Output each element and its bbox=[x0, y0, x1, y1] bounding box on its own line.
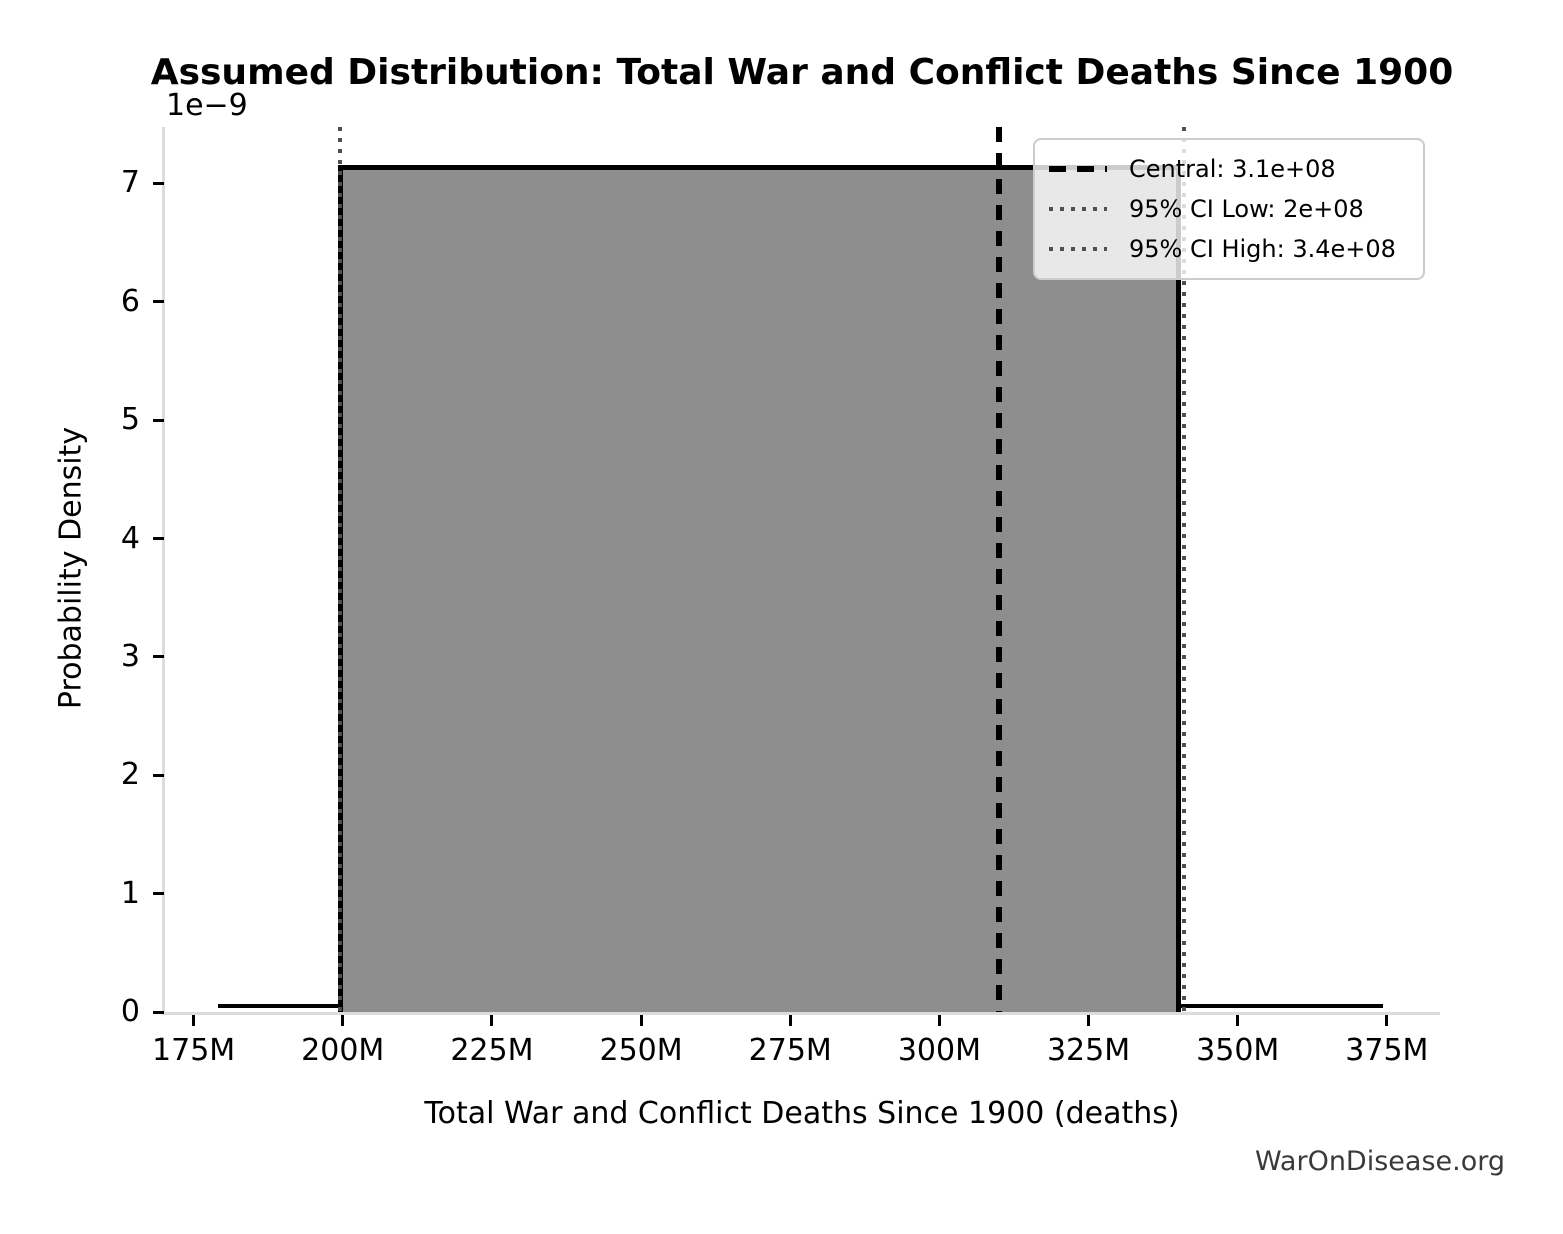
y-tick-label: 6 bbox=[120, 283, 140, 319]
y-axis-offset-label: 1e−9 bbox=[166, 88, 248, 123]
x-tick-label: 325M bbox=[1046, 1033, 1131, 1068]
dashed-line-sample-icon bbox=[1049, 166, 1107, 172]
y-tick-label: 0 bbox=[120, 994, 140, 1029]
y-tick-mark bbox=[153, 537, 164, 541]
dotted-line-sample-icon bbox=[1049, 207, 1107, 211]
x-tick-mark bbox=[490, 1015, 494, 1026]
x-tick-mark bbox=[639, 1015, 643, 1026]
x-tick-mark bbox=[937, 1015, 941, 1026]
x-tick-label: 375M bbox=[1345, 1033, 1429, 1068]
x-tick-mark bbox=[192, 1015, 196, 1026]
chart-title: Assumed Distribution: Total War and Conf… bbox=[150, 52, 1454, 93]
density-baseline-right-segment bbox=[1181, 1004, 1383, 1008]
ci-high-line bbox=[1182, 127, 1186, 1012]
legend: Central: 3.1e+08 95% CI Low: 2e+08 95% CI … bbox=[1033, 138, 1425, 280]
y-tick-mark bbox=[153, 655, 164, 659]
x-tick-mark bbox=[1385, 1015, 1389, 1026]
x-tick-label: 175M bbox=[152, 1033, 236, 1068]
y-tick-mark bbox=[153, 1010, 164, 1014]
legend-row: 95% CI Low: 2e+08 bbox=[1049, 189, 1409, 229]
y-tick-label: 5 bbox=[120, 402, 140, 438]
y-tick-mark bbox=[153, 773, 164, 777]
y-tick-label: 3 bbox=[120, 638, 140, 674]
y-tick-mark bbox=[153, 892, 164, 896]
ci-low-line bbox=[338, 127, 342, 1012]
x-tick-mark bbox=[788, 1015, 792, 1026]
x-tick-label: 200M bbox=[301, 1033, 385, 1068]
legend-label: Central: 3.1e+08 bbox=[1129, 155, 1336, 183]
legend-label: 95% CI Low: 2e+08 bbox=[1129, 195, 1364, 223]
plot-area: Central: 3.1e+08 95% CI Low: 2e+08 95% CI … bbox=[121, 127, 1440, 1068]
y-tick-label: 2 bbox=[120, 757, 140, 793]
x-tick-mark bbox=[1236, 1015, 1240, 1026]
x-axis-label: Total War and Conflict Deaths Since 1900… bbox=[424, 1096, 1180, 1131]
uniform-distribution-filled-area bbox=[338, 165, 1181, 1012]
density-baseline-left-segment bbox=[218, 1004, 338, 1008]
x-tick-label: 225M bbox=[450, 1033, 534, 1068]
x-tick-label: 350M bbox=[1196, 1033, 1280, 1068]
y-tick-label: 1 bbox=[120, 875, 140, 911]
y-tick-label: 7 bbox=[120, 165, 140, 201]
x-tick-label: 250M bbox=[599, 1033, 683, 1068]
y-axis-spine bbox=[162, 127, 165, 1015]
x-tick-mark bbox=[1087, 1015, 1091, 1026]
y-tick-mark bbox=[153, 300, 164, 304]
watermark: WarOnDisease.org bbox=[1254, 1146, 1505, 1177]
legend-label: 95% CI High: 3.4e+08 bbox=[1129, 235, 1396, 263]
dotted-line-sample-icon bbox=[1049, 247, 1107, 251]
y-tick-label: 4 bbox=[120, 520, 140, 556]
central-estimate-line bbox=[996, 127, 1002, 1012]
x-tick-label: 275M bbox=[748, 1033, 832, 1068]
legend-row: 95% CI High: 3.4e+08 bbox=[1049, 229, 1409, 269]
y-tick-mark bbox=[153, 181, 164, 185]
y-tick-mark bbox=[153, 418, 164, 422]
x-tick-label: 300M bbox=[897, 1033, 981, 1068]
x-axis-spine bbox=[162, 1012, 1440, 1015]
legend-row: Central: 3.1e+08 bbox=[1049, 149, 1409, 189]
x-tick-mark bbox=[341, 1015, 345, 1026]
